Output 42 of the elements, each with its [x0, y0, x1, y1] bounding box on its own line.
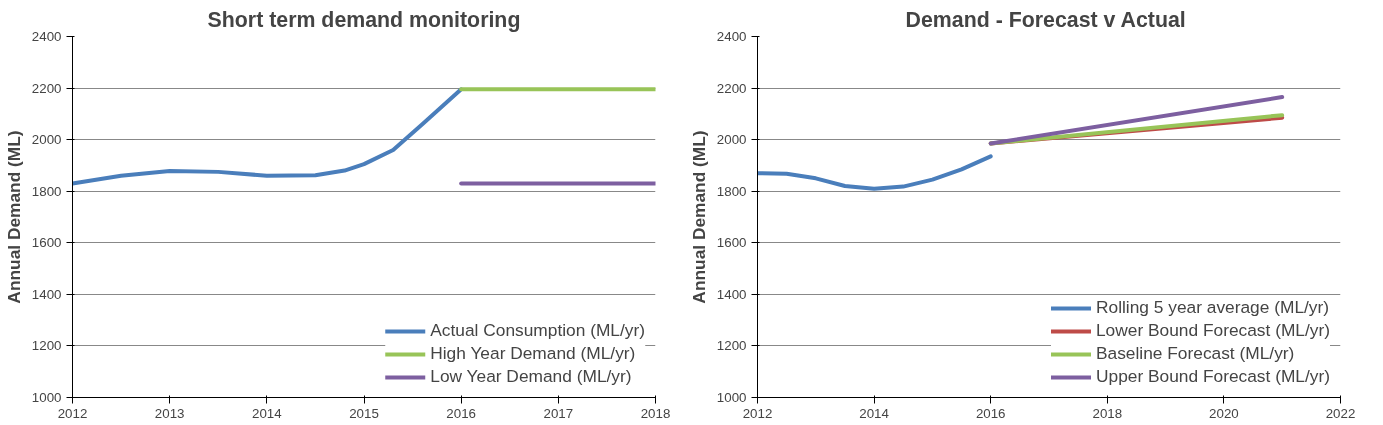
- x-tick-label: 2018: [640, 405, 671, 421]
- x-tick-label: 2012: [742, 405, 773, 421]
- chart-title: Demand - Forecast v Actual: [905, 7, 1186, 32]
- line-series: [72, 87, 464, 186]
- legend-label: Lower Bound Forecast (ML/yr): [1095, 320, 1330, 341]
- y-tick-label: 2200: [716, 80, 747, 96]
- x-tick-label: 2022: [1325, 405, 1356, 421]
- y-tick-label: 1400: [716, 286, 747, 302]
- y-tick-label: 2000: [716, 132, 747, 148]
- y-tick-label: 1400: [31, 286, 62, 302]
- chart-title: Short term demand monitoring: [207, 7, 521, 32]
- x-tick-label: 2014: [252, 405, 283, 421]
- x-tick-label: 2018: [1092, 405, 1123, 421]
- y-tick-label: 1200: [31, 338, 62, 354]
- x-tick-label: 2014: [859, 405, 890, 421]
- y-axis-title: Annual Demand (ML): [688, 130, 709, 304]
- legend-label: High Year Demand (ML/yr): [430, 343, 636, 364]
- x-tick-label: 2016: [446, 405, 476, 421]
- x-tick-label: 2013: [154, 405, 185, 421]
- y-tick-label: 1200: [716, 338, 747, 354]
- x-tick-label: 2015: [349, 405, 379, 421]
- y-tick-label: 1000: [716, 390, 747, 405]
- x-tick-label: 2020: [1209, 405, 1239, 421]
- y-tick-label: 2000: [31, 132, 62, 148]
- legend-label: Low Year Demand (ML/yr): [430, 366, 632, 387]
- y-tick-label: 1600: [31, 235, 62, 251]
- x-tick-label: 2017: [543, 405, 574, 421]
- y-tick-label: 1800: [31, 183, 62, 199]
- y-tick-label: 2400: [31, 29, 62, 44]
- legend-label: Actual Consumption (ML/yr): [430, 320, 645, 341]
- y-tick-label: 2200: [31, 80, 62, 96]
- y-tick-label: 1000: [31, 390, 62, 405]
- line-series: [757, 154, 993, 191]
- legend-label: Baseline Forecast (ML/yr): [1095, 343, 1295, 364]
- y-axis-title: Annual Demand (ML): [3, 130, 24, 304]
- y-tick-label: 2400: [716, 29, 747, 44]
- y-tick-label: 1800: [716, 183, 747, 199]
- x-tick-label: 2012: [57, 405, 88, 421]
- y-tick-label: 1600: [716, 235, 747, 251]
- x-tick-label: 2016: [975, 405, 1006, 421]
- legend-label: Rolling 5 year average (ML/yr): [1095, 297, 1330, 318]
- legend-label: Upper Bound Forecast (ML/yr): [1095, 366, 1330, 387]
